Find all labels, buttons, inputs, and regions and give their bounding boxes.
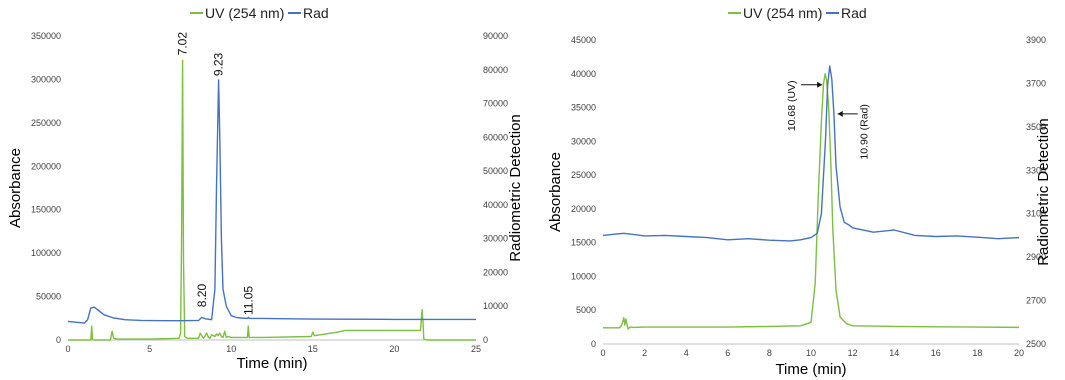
y-axis-label: Absorbance <box>7 148 24 228</box>
peak-label: 10.90 (Rad) <box>859 104 871 159</box>
legend-entry: UV (254 nm) <box>205 5 284 21</box>
chart-panel-1: 0500001000001500002000002500003000003500… <box>7 5 524 372</box>
peak-label: 8.20 <box>195 284 209 308</box>
y-tick-label: 200000 <box>31 161 61 171</box>
x-tick-label: 16 <box>931 348 941 358</box>
y2-axis-label: Radiometric Detection <box>1035 118 1052 266</box>
x-tick-label: 0 <box>65 344 70 354</box>
y2-tick-label: 20000 <box>483 267 508 277</box>
x-tick-label: 12 <box>848 348 858 358</box>
y2-tick-label: 80000 <box>483 65 508 75</box>
x-tick-label: 6 <box>725 348 730 358</box>
y-tick-label: 300000 <box>31 74 61 84</box>
y2-tick-label: 60000 <box>483 132 508 142</box>
y2-tick-label: 50000 <box>483 166 508 176</box>
y2-tick-label: 90000 <box>483 31 508 41</box>
y2-tick-label: 70000 <box>483 99 508 109</box>
y2-axis-label: Radiometric Detection <box>507 114 524 262</box>
y2-tick-label: 3900 <box>1026 35 1046 45</box>
x-tick-label: 10 <box>806 348 816 358</box>
x-tick-label: 2 <box>642 348 647 358</box>
y2-tick-label: 3300 <box>1026 165 1046 175</box>
peak-label: 9.23 <box>212 52 226 76</box>
y2-tick-label: 0 <box>483 335 488 345</box>
chart-panel-2: 0500010000150002000025000300003500040000… <box>547 5 1052 378</box>
x-tick-label: 15 <box>308 344 318 354</box>
y-tick-label: 40000 <box>571 69 596 79</box>
y2-tick-label: 2500 <box>1026 339 1046 349</box>
x-tick-label: 8 <box>767 348 772 358</box>
x-tick-label: 0 <box>600 348 605 358</box>
y2-tick-label: 3100 <box>1026 209 1046 219</box>
y-tick-label: 250000 <box>31 118 61 128</box>
y-tick-label: 0 <box>56 335 61 345</box>
y2-tick-label: 2900 <box>1026 252 1046 262</box>
y-tick-label: 30000 <box>571 136 596 146</box>
series-line-rad <box>67 79 476 324</box>
y-tick-label: 10000 <box>571 271 596 281</box>
legend-entry: UV (254 nm) <box>743 5 822 21</box>
y-axis-label: Absorbance <box>547 152 564 232</box>
x-tick-label: 25 <box>471 344 481 354</box>
x-tick-label: 18 <box>972 348 982 358</box>
y-tick-label: 5000 <box>576 305 596 315</box>
y2-tick-label: 30000 <box>483 234 508 244</box>
peak-label: 11.05 <box>241 286 255 315</box>
y-tick-label: 350000 <box>31 31 61 41</box>
y2-tick-label: 40000 <box>483 200 508 210</box>
y-tick-label: 100000 <box>31 248 61 258</box>
series-line-uv <box>603 73 1020 330</box>
y2-tick-label: 3700 <box>1026 78 1046 88</box>
peak-label: 7.02 <box>176 32 190 56</box>
y2-tick-label: 2700 <box>1026 296 1046 306</box>
x-axis-label: Time (min) <box>236 355 307 372</box>
y-tick-label: 15000 <box>571 238 596 248</box>
y-tick-label: 0 <box>591 339 596 349</box>
y2-tick-label: 3500 <box>1026 122 1046 132</box>
y2-tick-label: 10000 <box>483 301 508 311</box>
y-tick-label: 45000 <box>571 35 596 45</box>
x-tick-label: 14 <box>889 348 899 358</box>
y-tick-label: 35000 <box>571 103 596 113</box>
y-tick-label: 25000 <box>571 170 596 180</box>
legend-entry: Rad <box>303 5 329 21</box>
x-tick-label: 20 <box>1014 348 1024 358</box>
x-tick-label: 5 <box>147 344 152 354</box>
annotation-arrowhead <box>837 110 843 117</box>
x-tick-label: 4 <box>684 348 689 358</box>
y-tick-label: 20000 <box>571 204 596 214</box>
peak-label: 10.68 (UV) <box>786 80 798 131</box>
x-tick-label: 10 <box>226 344 236 354</box>
series-line-uv <box>68 59 476 341</box>
x-axis-label: Time (min) <box>775 361 846 378</box>
x-tick-label: 20 <box>389 344 399 354</box>
y-tick-label: 50000 <box>36 292 61 302</box>
y-tick-label: 150000 <box>31 205 61 215</box>
annotation-arrowhead <box>817 81 823 88</box>
series-line-rad <box>602 65 1020 242</box>
legend-entry: Rad <box>841 5 867 21</box>
